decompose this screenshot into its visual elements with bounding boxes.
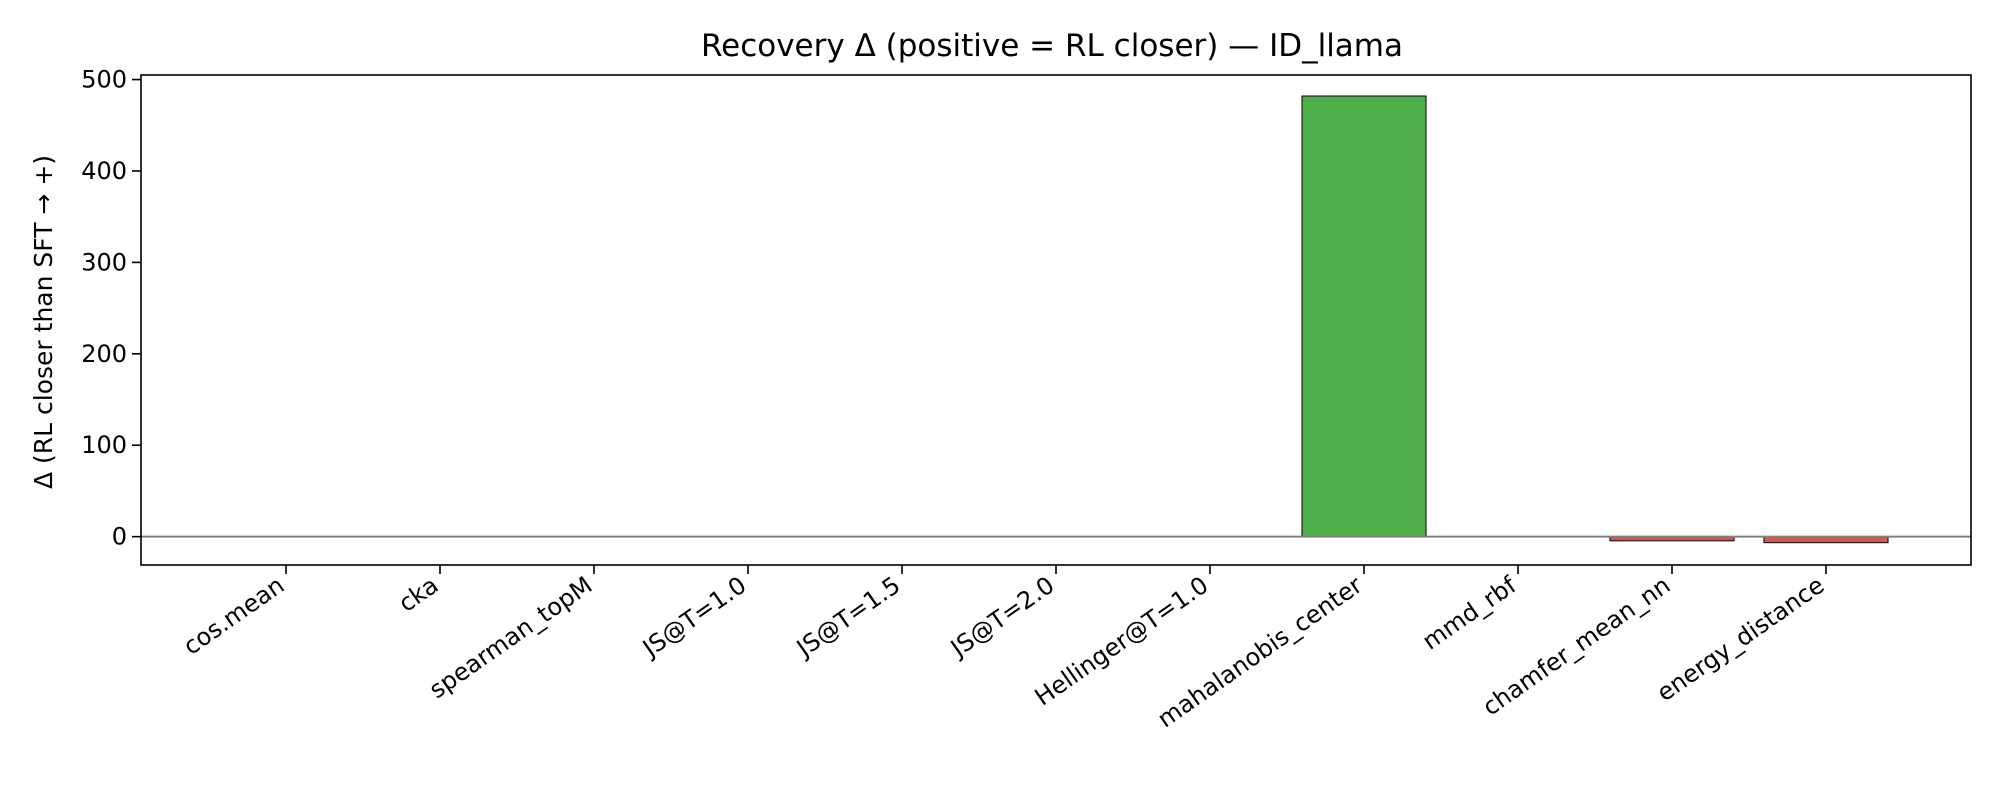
y-tick-label: 100 bbox=[81, 431, 127, 459]
x-tick-label: energy_distance bbox=[1652, 571, 1830, 707]
plot-area bbox=[140, 74, 1972, 566]
bars bbox=[1301, 95, 1889, 544]
y-tick-label: 0 bbox=[112, 523, 127, 551]
chart-title: Recovery Δ (positive = RL closer) — ID_l… bbox=[701, 28, 1403, 64]
y-tick-label: 300 bbox=[81, 248, 127, 276]
x-tick-label: JS@T=1.0 bbox=[636, 571, 751, 663]
x-tick-label: cos.mean bbox=[178, 571, 289, 661]
y-tick-label: 200 bbox=[81, 340, 127, 368]
x-tick-label: mmd_rbf bbox=[1417, 571, 1522, 656]
y-tick-label: 500 bbox=[81, 66, 127, 94]
x-tick-label: cka bbox=[393, 571, 443, 618]
bar bbox=[1301, 95, 1427, 538]
y-ticks: 0 100 200 300 400 500 bbox=[81, 66, 141, 551]
x-tick-label: JS@T=2.0 bbox=[944, 571, 1059, 663]
x-tick-label: spearman_topM bbox=[424, 571, 597, 704]
y-tick-label: 400 bbox=[81, 157, 127, 185]
y-axis-label: Δ (RL closer than SFT → +) bbox=[29, 155, 58, 489]
x-tick-label: JS@T=1.5 bbox=[790, 571, 905, 663]
